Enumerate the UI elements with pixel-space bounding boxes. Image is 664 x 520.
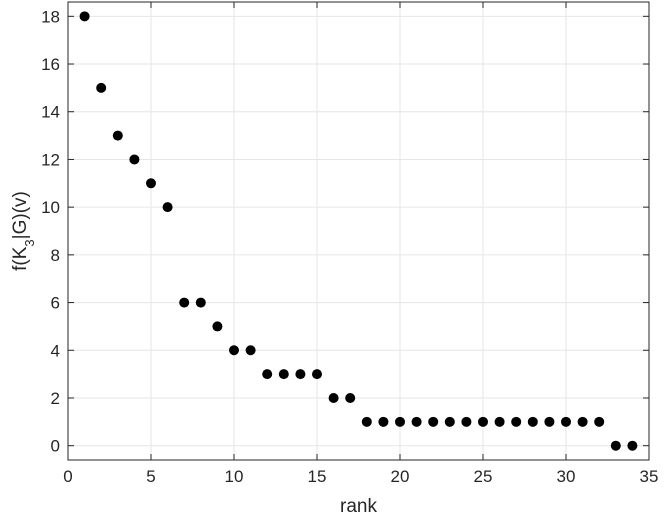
data-point bbox=[577, 416, 588, 427]
data-point bbox=[245, 345, 256, 356]
data-point bbox=[478, 416, 488, 427]
data-point bbox=[129, 154, 140, 165]
y-axis-label: f(K3|G)(v) bbox=[10, 191, 37, 271]
y-tick-label: 18 bbox=[41, 7, 60, 26]
data-point bbox=[561, 416, 571, 427]
data-point bbox=[444, 416, 455, 427]
grid bbox=[67, 2, 650, 460]
data-point bbox=[278, 369, 289, 380]
y-axis-label-part-2: |G)(v) bbox=[10, 191, 31, 239]
y-axis-label-part-1: f(K bbox=[10, 246, 31, 271]
data-point bbox=[544, 416, 555, 427]
data-point bbox=[627, 440, 638, 451]
data-point bbox=[594, 416, 605, 427]
y-tick-label: 12 bbox=[41, 150, 60, 169]
y-tick-label: 2 bbox=[51, 389, 60, 408]
data-point bbox=[312, 369, 322, 380]
data-point bbox=[295, 369, 306, 380]
data-point bbox=[96, 82, 107, 93]
data-point bbox=[112, 130, 123, 141]
data-point bbox=[195, 297, 206, 308]
y-tick-label: 10 bbox=[41, 198, 60, 217]
data-points bbox=[79, 11, 638, 451]
data-point bbox=[610, 440, 621, 451]
x-tick-label: 0 bbox=[63, 467, 72, 486]
x-tick-label: 10 bbox=[225, 467, 244, 486]
x-tick-label: 5 bbox=[146, 467, 155, 486]
y-tick-label: 6 bbox=[51, 294, 60, 313]
axis-ticks: 0 5 10 15 20 25 30 35 0 2 4 6 8 10 12 14 16 18 bbox=[41, 2, 658, 486]
y-tick-label: 4 bbox=[51, 341, 60, 360]
data-point bbox=[262, 369, 273, 380]
x-tick-label: 35 bbox=[640, 467, 659, 486]
x-axis-label: rank bbox=[340, 496, 377, 517]
y-tick-label: 14 bbox=[41, 103, 60, 122]
data-point bbox=[79, 11, 90, 22]
y-axis-label-subscript: 3 bbox=[22, 239, 37, 246]
x-tick-label: 30 bbox=[557, 467, 576, 486]
data-point bbox=[229, 345, 239, 356]
data-point bbox=[179, 297, 190, 308]
y-tick-label: 0 bbox=[51, 437, 60, 456]
data-point bbox=[527, 416, 538, 427]
data-point bbox=[162, 202, 173, 213]
data-point bbox=[494, 416, 505, 427]
data-point bbox=[395, 416, 405, 427]
x-tick-label: 15 bbox=[308, 467, 327, 486]
data-point bbox=[411, 416, 422, 427]
data-point bbox=[146, 178, 156, 189]
data-point bbox=[428, 416, 439, 427]
y-tick-label: 8 bbox=[51, 246, 60, 265]
data-point bbox=[511, 416, 522, 427]
plot-area-frame bbox=[67, 1, 650, 461]
data-point bbox=[212, 321, 223, 332]
data-point bbox=[345, 392, 356, 403]
data-point bbox=[361, 416, 372, 427]
x-tick-label: 20 bbox=[391, 467, 410, 486]
y-tick-label: 16 bbox=[41, 55, 60, 74]
x-tick-label: 25 bbox=[474, 467, 493, 486]
data-point bbox=[378, 416, 389, 427]
data-point bbox=[328, 392, 339, 403]
data-point bbox=[461, 416, 472, 427]
